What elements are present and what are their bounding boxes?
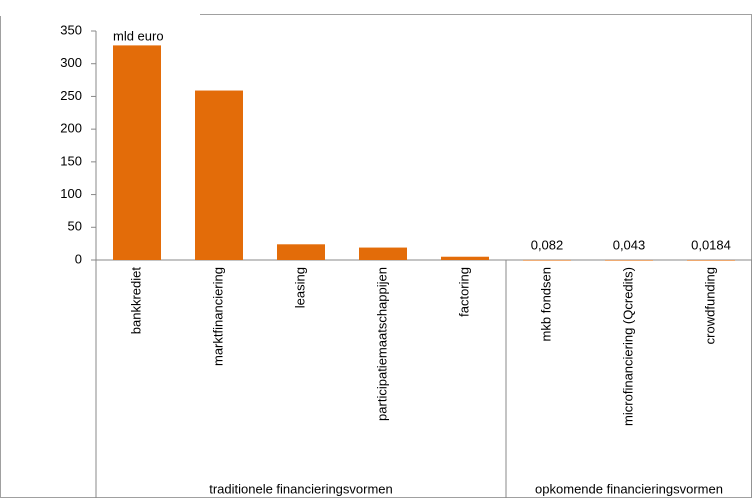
bar <box>277 244 325 260</box>
bar <box>195 90 243 260</box>
bar <box>441 256 489 260</box>
x-tick-label: crowdfunding <box>702 267 717 344</box>
y-tick-label: 350 <box>60 22 82 37</box>
x-tick-label: factoring <box>456 267 471 317</box>
y-tick-label: 200 <box>60 121 82 136</box>
border-mask <box>0 0 200 16</box>
y-tick-label: 50 <box>68 219 82 234</box>
x-tick-label: leasing <box>292 267 307 308</box>
bar <box>359 247 407 260</box>
x-tick-label: participatiemaatschappijen <box>374 267 389 421</box>
y-tick-label: 300 <box>60 55 82 70</box>
value-label: 0,082 <box>531 237 564 252</box>
y-tick-label: 150 <box>60 153 82 168</box>
bar <box>113 45 161 260</box>
y-tick-label: 250 <box>60 88 82 103</box>
annotation: mld euro <box>113 28 164 43</box>
y-tick-label: 100 <box>60 186 82 201</box>
bar <box>605 259 653 261</box>
x-tick-label: microfinanciering (Qcredits) <box>620 267 635 426</box>
value-label: 0,0184 <box>691 237 731 252</box>
bar <box>687 259 735 261</box>
y-tick-label: 0 <box>75 251 82 266</box>
group-label: traditionele financieringsvormen <box>209 481 393 496</box>
x-tick-label: bankkrediet <box>128 267 143 335</box>
bar <box>523 259 571 261</box>
x-tick-label: mkb fondsen <box>538 267 553 341</box>
value-label: 0,043 <box>613 237 646 252</box>
x-tick-label: marktfinanciering <box>210 267 225 366</box>
group-label: opkomende financieringsvormen <box>535 481 723 496</box>
